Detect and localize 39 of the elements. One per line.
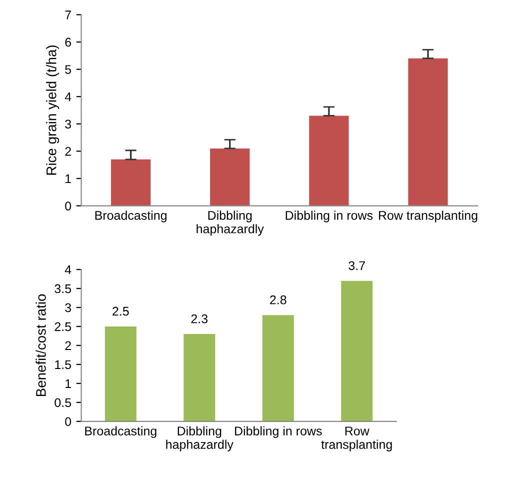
bar [184,334,216,422]
y-tick-label: 0 [65,417,72,426]
x-tick-label: Dibbling haphazardly [166,426,234,452]
x-tick-label: Dibbling in rows [235,426,322,438]
y-axis-title: Benefit/cost ratio [36,294,46,396]
x-tick-label: Row transplanting [378,210,478,222]
y-tick-label: 0 [65,202,72,210]
bar [104,326,136,422]
x-tick-label: Row transplanting [321,426,392,452]
y-tick-label: 1 [66,379,71,388]
y-tick-label: 2 [65,341,71,350]
x-tick-label: Dibbling haphazardly [196,210,264,236]
y-tick-label: 4 [64,265,72,274]
bar [408,58,448,206]
y-tick-label: 7 [65,10,71,20]
data-label: 3.7 [348,261,365,270]
bar [111,159,151,206]
data-label: 2.3 [191,314,208,324]
y-tick-label: 0.5 [54,398,72,408]
y-tick-label: 2 [65,147,71,156]
y-tick-label: 6 [65,38,72,47]
y-tick-label: 5 [65,65,72,74]
x-tick-label: Broadcasting [85,426,156,438]
y-tick-label: 2.5 [54,322,72,332]
y-tick-label: 4 [64,92,72,102]
y-tick-label: 3 [65,303,72,312]
bar [341,280,373,422]
x-tick-label: Broadcasting [95,210,166,222]
bar [210,148,250,206]
bar [309,116,349,206]
y-axis-title: Rice grain yield (t/ha) [46,45,60,175]
y-tick-label: 3.5 [54,284,72,294]
y-tick-label: 1.5 [55,360,72,370]
data-label: 2.5 [112,306,129,316]
bar [262,315,294,422]
data-label: 2.8 [270,295,286,304]
y-tick-label: 3 [65,120,72,129]
x-tick-label: Dibbling in rows [286,210,373,222]
y-tick-label: 1 [66,174,71,184]
